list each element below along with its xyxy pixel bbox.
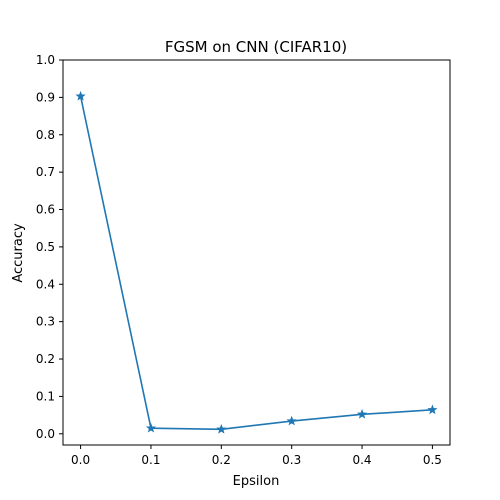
ticks-layer: 0.0 0.1 0.2 0.3 0.4 0.5 0.0 0.1 0.2 0.3 0.4 0.5 0.6 0…: [36, 53, 442, 467]
y-tick-label: 0.1: [36, 389, 55, 403]
x-tick-label: 0.5: [423, 453, 442, 467]
chart-title: FGSM on CNN (CIFAR10): [165, 38, 347, 56]
y-tick-label: 0.8: [36, 128, 55, 142]
data-point-star: [286, 415, 297, 426]
y-tick-label: 0.2: [36, 352, 55, 366]
data-point-star: [216, 423, 227, 434]
x-tick-label: 0.3: [282, 453, 301, 467]
x-axis-label: Epsilon: [233, 474, 280, 489]
x-tick-label: 0.2: [212, 453, 231, 467]
y-tick-label: 0.0: [36, 427, 55, 441]
axes-frame: [62, 59, 451, 446]
data-point-star: [356, 408, 368, 419]
y-tick-label: 0.5: [36, 240, 55, 254]
y-tick-label: 0.6: [36, 203, 55, 217]
x-tick-label: 0.1: [141, 453, 160, 467]
data-point-star: [75, 90, 86, 101]
plot-layer: [75, 90, 438, 434]
y-tick-label: 0.9: [36, 90, 55, 104]
y-tick-label: 0.3: [36, 315, 55, 329]
y-axis-label: Accuracy: [11, 223, 26, 283]
series-line: [79, 96, 433, 431]
y-tick-label: 1.0: [36, 53, 55, 67]
y-tick-label: 0.7: [36, 165, 55, 179]
x-tick-label: 0.4: [352, 453, 371, 467]
x-tick-label: 0.0: [71, 453, 90, 467]
y-tick-label: 0.4: [36, 277, 55, 291]
data-point-star: [427, 404, 438, 415]
data-point-star: [145, 422, 157, 433]
